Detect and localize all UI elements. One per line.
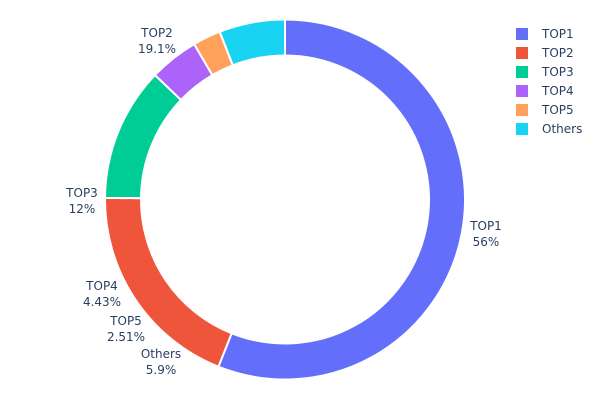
slice-label: TOP3 <box>65 186 98 200</box>
legend-swatch <box>516 66 528 78</box>
legend-item-top4[interactable]: TOP4 <box>516 84 574 98</box>
legend-swatch <box>516 123 528 135</box>
legend-swatch <box>516 85 528 97</box>
legend-label: TOP3 <box>541 65 574 79</box>
slice-others[interactable] <box>218 18 286 67</box>
legend-item-top1[interactable]: TOP1 <box>516 27 574 41</box>
legend-swatch <box>516 47 528 59</box>
slice-top1[interactable] <box>217 18 466 381</box>
legend-item-top5[interactable]: TOP5 <box>516 103 574 117</box>
slice-label: TOP1 <box>469 219 502 233</box>
legend-swatch <box>516 104 528 116</box>
legend-item-top3[interactable]: TOP3 <box>516 65 574 79</box>
slice-value-label: 56% <box>473 235 500 249</box>
slice-label: TOP5 <box>109 314 142 328</box>
slice-value-label: 4.43% <box>83 295 121 309</box>
legend-item-top2[interactable]: TOP2 <box>516 46 574 60</box>
slice-value-label: 5.9% <box>146 363 177 377</box>
slice-label: TOP4 <box>85 279 118 293</box>
legend-label: TOP4 <box>541 84 574 98</box>
legend-label: TOP1 <box>541 27 574 41</box>
legend-label: TOP5 <box>541 103 574 117</box>
slice-label: Others <box>141 347 181 361</box>
slice-top3[interactable] <box>103 73 183 200</box>
legend-label: TOP2 <box>541 46 574 60</box>
legend-label: Others <box>542 122 582 136</box>
slice-label: TOP2 <box>140 26 173 40</box>
legend-swatch <box>516 28 528 40</box>
legend-item-others[interactable]: Others <box>516 122 582 136</box>
slice-value-label: 2.51% <box>107 330 145 344</box>
slice-value-label: 19.1% <box>138 42 176 56</box>
slice-value-label: 12% <box>69 202 96 216</box>
